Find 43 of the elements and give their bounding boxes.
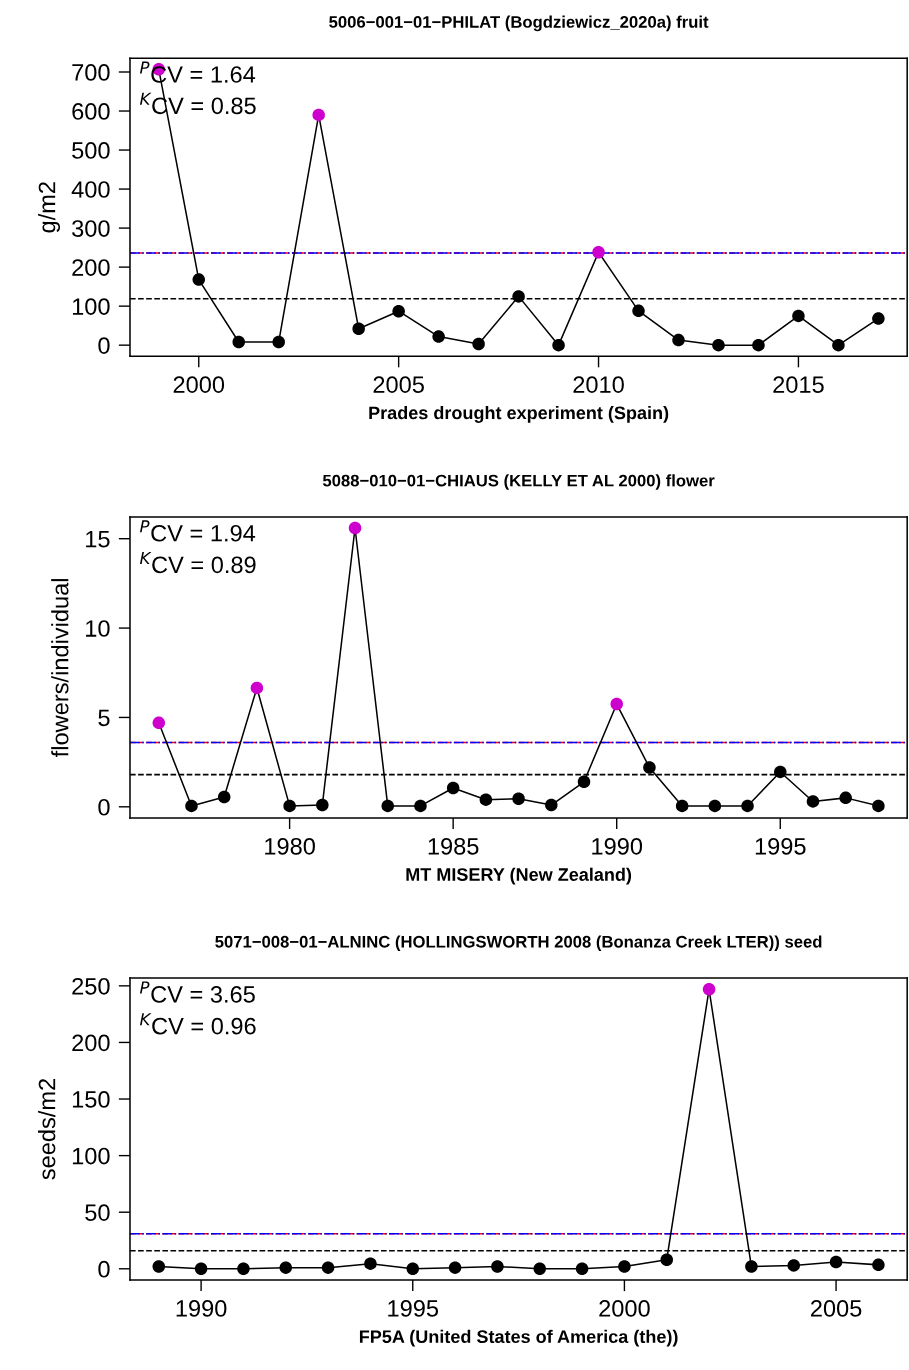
y-tick-label: 250 <box>72 977 110 995</box>
y-tick-label: 100 <box>72 1147 110 1165</box>
x-tick-label: 2000 <box>173 376 225 393</box>
y-tick-label: 200 <box>72 259 110 276</box>
annotation: $^{K}$CV = 0.89 <box>139 551 256 574</box>
y-tick-label: 500 <box>72 142 110 159</box>
x-tick-label: 1990 <box>592 837 643 855</box>
x-tick-label: 2000 <box>599 1300 650 1317</box>
y-axis-title: g/m2 <box>38 182 61 233</box>
y-tick-label: 0 <box>98 798 110 816</box>
x-axis-title: Prades drought experiment (Spain) <box>369 405 669 423</box>
y-tick-label: 50 <box>85 1204 110 1221</box>
annotation: $^{K}$CV = 0.96 <box>139 1013 256 1035</box>
chart-title: 5088−010−01−CHIAUS (KELLY ET AL 2000) flower <box>322 474 715 490</box>
x-tick-label: 2015 <box>773 376 824 393</box>
x-tick-label: 2005 <box>373 376 424 393</box>
y-axis-title: seeds/m2 <box>38 1079 56 1180</box>
x-tick-label: 1980 <box>265 837 315 855</box>
y-tick-label: 300 <box>72 220 110 237</box>
y-tick-label: 10 <box>86 620 110 637</box>
x-tick-label: 1990 <box>176 1300 227 1317</box>
y-tick-label: 700 <box>72 64 110 81</box>
y-tick-label: 150 <box>72 1091 110 1108</box>
chart-title: 5006−001−01−PHILAT (Bogdziewicz_2020a) fruit <box>329 15 709 32</box>
y-tick-label: 0 <box>98 1260 110 1278</box>
chart-title: 5071−008−01−ALNINC (HOLLINGSWORTH 2008 (Bonanza Creek LTER)) seed <box>215 935 822 951</box>
annotation: $^{P}$CV = 3.65 <box>139 981 255 1003</box>
x-tick-label: 1995 <box>755 837 806 855</box>
x-tick-label: 2010 <box>573 376 624 393</box>
y-tick-label: 600 <box>72 103 110 120</box>
y-tick-label: 100 <box>72 298 110 315</box>
annotation: $^{P}$CV = 1.94 <box>139 520 256 542</box>
x-tick-label: 1995 <box>388 1300 439 1317</box>
x-axis-title: FP5A (United States of America (the)) <box>359 1329 678 1347</box>
x-tick-label: 2005 <box>810 1300 862 1317</box>
y-axis-title: flowers/individual <box>51 579 69 757</box>
y-tick-label: 200 <box>72 1034 110 1052</box>
y-tick-label: 15 <box>86 531 110 548</box>
y-tick-label: 5 <box>98 709 110 727</box>
y-tick-label: 400 <box>71 181 110 198</box>
x-tick-label: 1985 <box>428 837 479 855</box>
y-tick-label: 0 <box>98 337 110 354</box>
x-axis-title: MT MISERY (New Zealand) <box>406 867 632 885</box>
